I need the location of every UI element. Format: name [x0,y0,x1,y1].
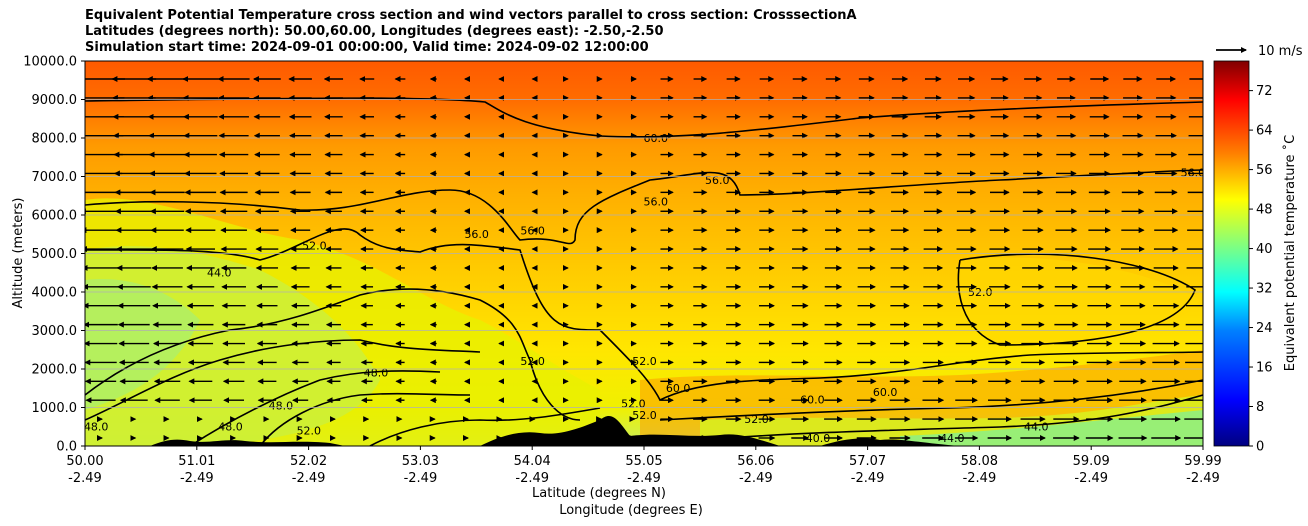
contour-label: 52.0 [632,355,657,368]
x-tick-label-lat: 57.07 [849,454,886,469]
x-tick-label-lon: -2.49 [292,471,326,486]
x-tick-label-lon: -2.49 [1186,471,1220,486]
x-tick-label-lon: -2.49 [68,471,102,486]
colorbar-tick-label: 16 [1256,361,1273,376]
colorbar-tick-label: 64 [1256,124,1273,139]
x-tick-label-lat: 51.01 [178,454,215,469]
contour-label: 48.0 [84,421,109,434]
x-axis-label-lat: Latitude (degrees N) [532,486,666,501]
x-tick-label-lon: -2.49 [1074,471,1108,486]
x-tick-label-lon: -2.49 [627,471,661,486]
y-tick-label: 3000.0 [32,324,78,339]
contour-label: 52.0 [632,409,657,422]
contour-label: 52.0 [302,240,327,253]
y-tick-label: 2000.0 [32,363,78,378]
quiver-key-label: 10 m/s [1258,44,1303,59]
contour-label: 56.0 [520,224,545,237]
colorbar-tick-label: 40 [1256,242,1273,257]
title-line-2: Latitudes (degrees north): 50.00,60.00, … [85,24,664,39]
x-tick-label-lon: -2.49 [180,471,214,486]
contour-label: 56.0 [1181,167,1206,180]
colorbar [1213,60,1250,447]
y-tick-label: 8000.0 [32,132,78,147]
contour-label: 44.0 [1024,421,1049,434]
colorbar-tick-label: 48 [1256,203,1273,218]
contour-label: 56.0 [464,228,489,241]
chart-title: Equivalent Potential Temperature cross s… [85,8,857,56]
y-tick-label: 6000.0 [32,209,78,224]
x-tick-label-lat: 53.03 [402,454,439,469]
x-tick-label-lat: 59.09 [1073,454,1110,469]
contour-label: 56.0 [705,174,730,187]
x-tick-label-lon: -2.49 [963,471,997,486]
x-axis: 50.00 -2.49 51.01 -2.49 52.02 -2.49 53.03 -2.49… [66,446,1222,486]
y-tick-label: 1000.0 [32,401,78,416]
contour-label: 56.0 [644,195,669,208]
y-axis-label: Altitude (meters) [11,198,26,309]
contour-label: 48.0 [364,367,389,380]
contour-label: 52.0 [744,413,769,426]
contour-label: 52.0 [520,355,545,368]
y-tick-label: 0.0 [56,440,77,455]
contour-label: 60.0 [873,386,898,399]
wind-vectors [85,76,1203,441]
contour-label: 52.0 [297,424,322,437]
y-tick-label: 4000.0 [32,286,78,301]
y-tick-label: 10000.0 [23,55,77,70]
x-tick-label-lat: 55.05 [625,454,662,469]
colorbar-ticks: 0 8 16 24 32 40 48 56 64 72 [1249,84,1273,455]
y-tick-label: 7000.0 [32,170,78,185]
contour-lines [85,97,1203,446]
contour-label: 48.0 [269,399,294,412]
title-line-1: Equivalent Potential Temperature cross s… [85,8,857,23]
x-tick-label-lat: 58.08 [961,454,998,469]
contour-label: 60.0 [666,382,691,395]
y-tick-label: 9000.0 [32,93,78,108]
contour-label: 60.0 [800,394,825,407]
contour-label: 48.0 [218,421,243,434]
x-tick-label-lat: 50.00 [66,454,103,469]
x-tick-label-lat: 56.06 [737,454,774,469]
colorbar-tick-label: 56 [1256,163,1273,178]
x-tick-label-lat: 59.99 [1184,454,1221,469]
colorbar-tick-label: 72 [1256,84,1273,99]
x-tick-label-lon: -2.49 [404,471,438,486]
colorbar-tick-label: 0 [1256,440,1264,455]
x-tick-label-lon: -2.49 [851,471,885,486]
x-tick-label-lon: -2.49 [739,471,773,486]
title-line-3: Simulation start time: 2024-09-01 00:00:… [85,40,649,55]
colorbar-tick-label: 24 [1256,321,1273,336]
contour-label: 44.0 [207,267,232,280]
colorbar-tick-label: 8 [1256,400,1264,415]
x-tick-label-lat: 52.02 [290,454,327,469]
y-tick-label: 5000.0 [32,247,78,262]
contour-label: 44.0 [940,432,965,445]
x-axis-label-lon: Longitude (degrees E) [559,503,703,518]
y-axis: 0.0 1000.0 2000.0 3000.0 4000.0 5000.0 6000.0 7… [23,55,85,455]
colorbar-tick-label: 32 [1256,282,1273,297]
x-tick-label-lon: -2.49 [515,471,549,486]
contour-label: 40.0 [806,432,831,445]
colorbar-label: Equivalent potential temperature ˚C [1282,135,1298,371]
x-tick-label-lat: 54.04 [514,454,551,469]
